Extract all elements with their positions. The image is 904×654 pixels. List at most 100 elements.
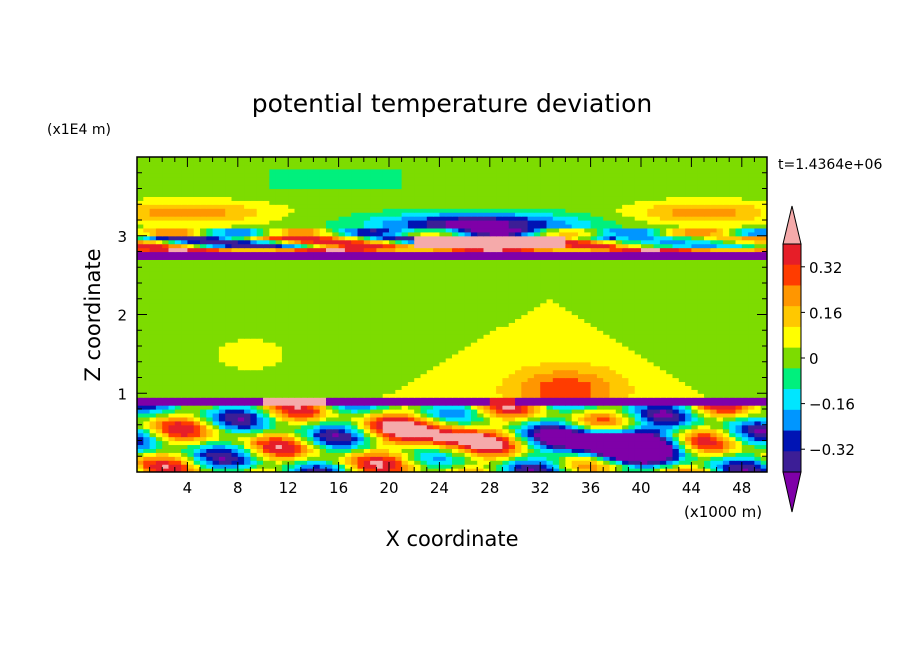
- contour-cell: [483, 322, 491, 327]
- contour-cell: [269, 385, 277, 390]
- contour-cell: [212, 393, 220, 398]
- contour-cell: [722, 294, 730, 300]
- contour-cell: [288, 357, 296, 363]
- contour-cell: [678, 401, 686, 406]
- contour-cell: [647, 452, 655, 457]
- contour-cell: [615, 420, 623, 426]
- contour-cell: [155, 448, 163, 453]
- contour-cell: [452, 420, 459, 426]
- contour-cell: [634, 428, 642, 434]
- contour-cell: [344, 464, 352, 469]
- contour-cell: [231, 286, 239, 292]
- contour-cell: [162, 432, 170, 438]
- contour-cell: [395, 283, 403, 288]
- contour-cell: [521, 420, 529, 426]
- contour-cell: [363, 346, 371, 351]
- contour-cell: [149, 412, 157, 418]
- contour-cell: [294, 306, 302, 312]
- contour-cell: [256, 306, 264, 312]
- contour-cell: [634, 377, 642, 383]
- contour-cell: [754, 464, 762, 469]
- contour-cell: [338, 349, 346, 355]
- contour-cell: [351, 338, 359, 343]
- contour-cell: [395, 314, 403, 320]
- contour-cell: [256, 456, 264, 461]
- contour-cell: [162, 298, 170, 304]
- contour-cell: [332, 302, 340, 308]
- contour-cell: [578, 436, 585, 442]
- contour-cell: [748, 464, 755, 469]
- contour-cell: [281, 432, 289, 438]
- contour-cell: [244, 448, 251, 453]
- contour-cell: [445, 440, 453, 446]
- contour-cell: [527, 298, 535, 304]
- contour-cell: [748, 314, 755, 320]
- contour-cell: [181, 412, 188, 418]
- contour-cell: [231, 283, 239, 288]
- contour-cell: [647, 373, 655, 379]
- contour-cell: [760, 412, 767, 418]
- contour-cell: [414, 468, 422, 472]
- contour-cell: [181, 334, 188, 339]
- contour-cell: [382, 286, 390, 292]
- contour-cell: [552, 330, 560, 335]
- contour-cell: [244, 420, 251, 426]
- contour-cell: [559, 369, 566, 375]
- contour-cell: [748, 349, 755, 355]
- contour-cell: [395, 294, 403, 300]
- contour-cell: [344, 357, 352, 363]
- contour-cell: [716, 452, 724, 457]
- contour-cell: [735, 314, 743, 320]
- contour-cell: [722, 310, 730, 316]
- contour-cell: [174, 397, 182, 402]
- contour-cell: [653, 389, 661, 394]
- contour-cell: [710, 373, 718, 379]
- contour-cell: [250, 302, 258, 308]
- contour-cell: [395, 389, 403, 394]
- contour-cell: [420, 405, 428, 410]
- contour-cell: [414, 365, 422, 371]
- contour-cell: [401, 294, 409, 300]
- contour-cell: [596, 456, 604, 461]
- contour-cell: [445, 298, 453, 304]
- contour-cell: [496, 377, 503, 383]
- contour-cell: [281, 365, 289, 371]
- contour-cell: [653, 322, 661, 327]
- contour-cell: [351, 428, 359, 434]
- contour-cell: [137, 290, 144, 296]
- contour-cell: [300, 377, 308, 383]
- contour-cell: [521, 294, 529, 300]
- contour-cell: [376, 294, 384, 300]
- contour-cell: [137, 460, 144, 465]
- contour-cell: [389, 420, 396, 426]
- contour-cell: [647, 393, 655, 398]
- contour-cell: [137, 294, 144, 300]
- contour-cell: [326, 286, 333, 292]
- contour-cell: [659, 357, 667, 363]
- contour-cell: [407, 373, 415, 379]
- contour-cell: [332, 322, 340, 327]
- contour-cell: [735, 349, 743, 355]
- contour-cell: [401, 334, 409, 339]
- contour-cell: [332, 314, 340, 320]
- contour-cell: [155, 428, 163, 434]
- contour-cell: [470, 468, 478, 472]
- contour-cell: [351, 342, 359, 347]
- contour-cell: [445, 420, 453, 426]
- contour-cell: [307, 298, 314, 304]
- contour-cell: [401, 420, 409, 426]
- contour-cell: [464, 428, 472, 434]
- contour-cell: [395, 397, 403, 402]
- contour-cell: [206, 444, 214, 449]
- contour-cell: [678, 448, 686, 453]
- contour-cell: [143, 318, 151, 323]
- contour-cell: [319, 338, 327, 343]
- contour-cell: [483, 424, 491, 430]
- contour-cell: [584, 436, 592, 442]
- contour-cell: [382, 361, 390, 367]
- contour-cell: [666, 409, 674, 414]
- contour-cell: [326, 452, 333, 457]
- contour-cell: [149, 330, 157, 335]
- contour-cell: [332, 432, 340, 438]
- contour-cell: [571, 409, 579, 414]
